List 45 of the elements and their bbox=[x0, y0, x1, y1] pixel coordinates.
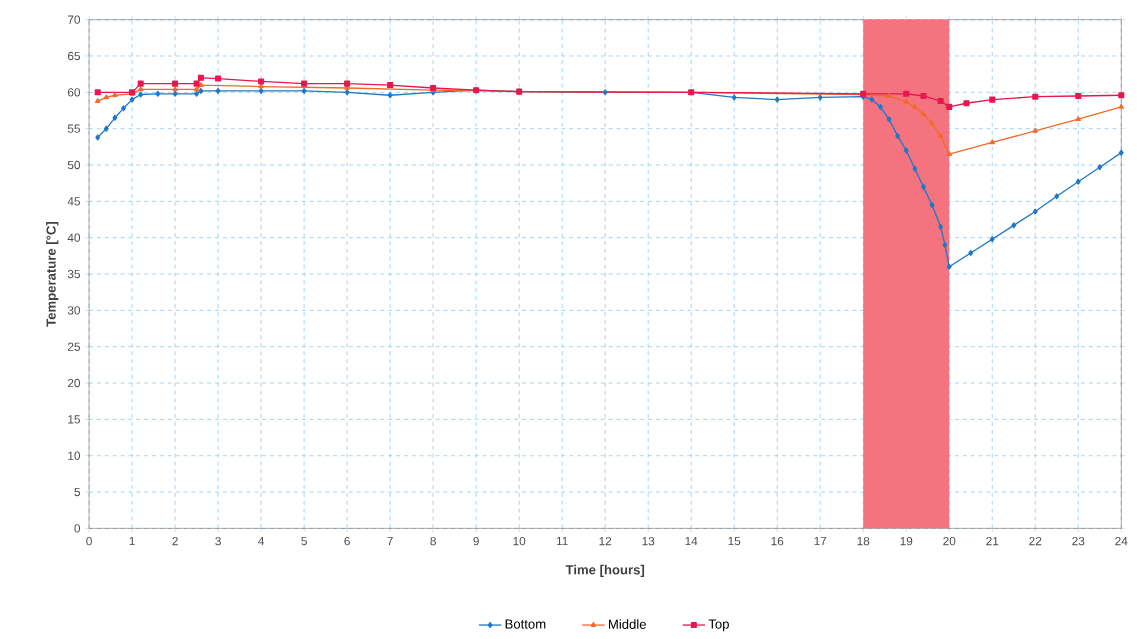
x-tick-label: 24 bbox=[1115, 537, 1128, 546]
x-tick-label: 5 bbox=[301, 537, 307, 546]
y-tick-label: 40 bbox=[67, 233, 81, 243]
x-tick-label: 12 bbox=[599, 537, 612, 546]
y-tick-label: 50 bbox=[67, 161, 81, 170]
x-tick-label: 22 bbox=[1029, 537, 1042, 546]
legend-label: Middle bbox=[608, 619, 646, 630]
y-tick-label: 15 bbox=[68, 415, 80, 424]
y-tick-label: 5 bbox=[74, 488, 81, 497]
x-tick-label: 20 bbox=[943, 537, 956, 546]
x-tick-label: 4 bbox=[258, 537, 265, 546]
x-tick-label: 6 bbox=[344, 537, 350, 546]
y-tick-label: 25 bbox=[67, 342, 80, 352]
x-tick-label: 13 bbox=[642, 537, 655, 546]
x-tick-label: 19 bbox=[900, 537, 913, 546]
y-tick-label: 60 bbox=[67, 88, 81, 97]
x-tick-label: 9 bbox=[473, 537, 479, 546]
y-tick-label: 65 bbox=[67, 52, 80, 61]
x-tick-label: 16 bbox=[771, 537, 784, 546]
x-tick-label: 23 bbox=[1072, 537, 1085, 546]
x-tick-label: 21 bbox=[986, 537, 999, 546]
y-tick-label: 55 bbox=[67, 124, 80, 134]
y-tick-label: 20 bbox=[67, 379, 81, 388]
y-tick-label: 70 bbox=[67, 15, 81, 25]
x-tick-label: 2 bbox=[172, 537, 178, 546]
y-axis-title: Temperature [°C] bbox=[46, 222, 59, 327]
x-tick-label: 14 bbox=[685, 537, 698, 546]
legend-label: Top bbox=[708, 619, 729, 632]
x-tick-label: 10 bbox=[513, 537, 526, 546]
y-tick-label: 10 bbox=[68, 451, 81, 461]
x-axis-title: Time [hours] bbox=[565, 565, 645, 578]
y-tick-label: 45 bbox=[67, 197, 80, 206]
x-tick-label: 1 bbox=[129, 537, 135, 546]
y-tick-label: 30 bbox=[67, 306, 81, 315]
legend-label: Bottom bbox=[505, 619, 546, 629]
y-tick-label: 0 bbox=[74, 524, 81, 533]
x-tick-label: 7 bbox=[387, 537, 393, 546]
x-tick-label: 11 bbox=[556, 537, 568, 546]
x-tick-label: 15 bbox=[728, 537, 741, 546]
x-tick-label: 3 bbox=[215, 537, 221, 546]
x-tick-label: 0 bbox=[86, 537, 92, 546]
x-tick-label: 18 bbox=[857, 537, 870, 546]
x-tick-label: 8 bbox=[430, 537, 436, 546]
x-tick-label: 17 bbox=[814, 537, 827, 546]
y-tick-label: 35 bbox=[67, 270, 80, 279]
